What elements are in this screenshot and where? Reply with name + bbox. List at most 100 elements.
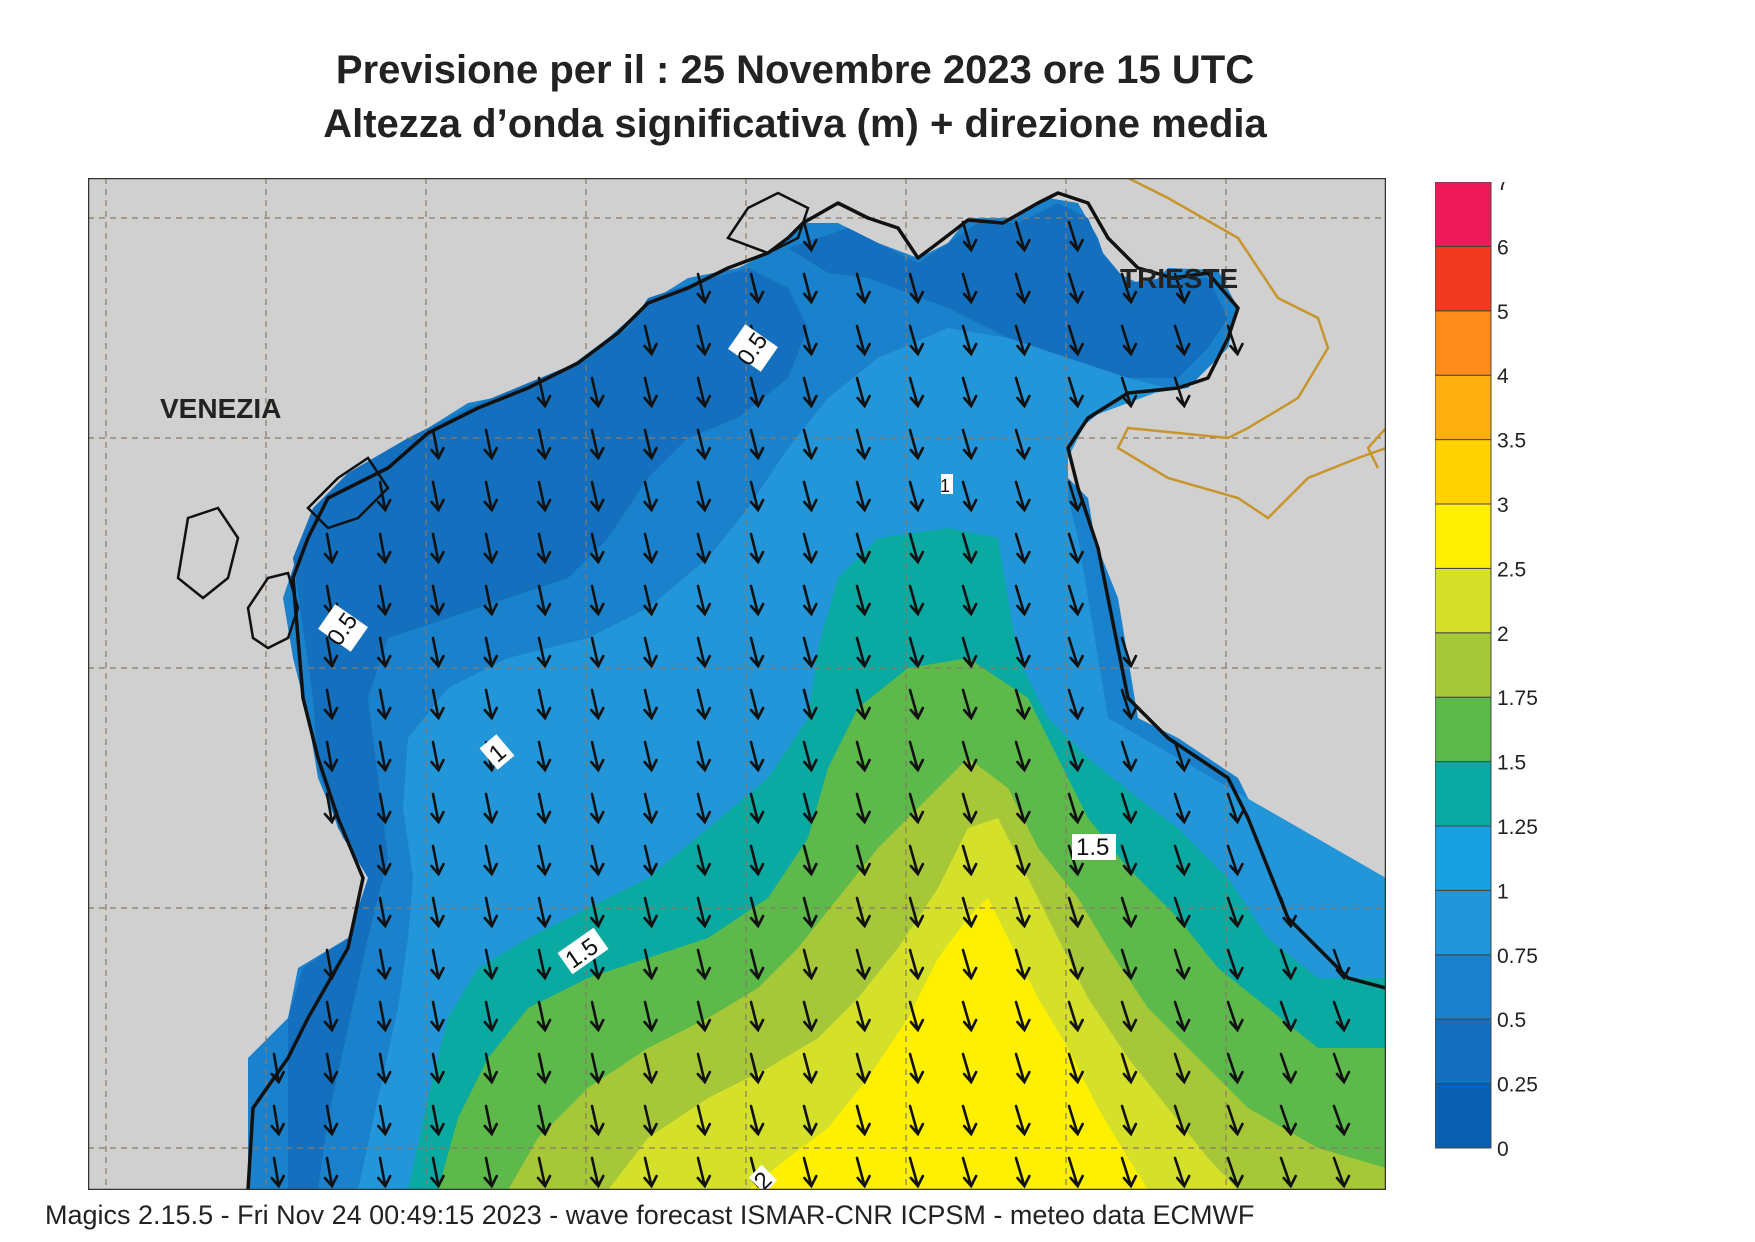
wave-arrow: [802, 428, 818, 461]
map-subtitle: Altezza d’onda significativa (m) + direz…: [323, 102, 1267, 146]
color-scale-legend: 0 0.25 0.5 0.75 1 1.25 1.5 1.75 2 2.5 3 3.5 4 5 6 7: [1435, 182, 1538, 1161]
wave-arrow: [855, 688, 871, 721]
wave-arrow: [1120, 1156, 1138, 1189]
legend-swatch: [1435, 696, 1492, 763]
wave-arrow: [536, 584, 552, 617]
wave-arrow: [589, 532, 605, 565]
legend-level-label: 1: [1497, 880, 1509, 903]
wave-arrow: [802, 272, 818, 305]
wave-arrow: [376, 688, 392, 721]
wave-arrow: [1014, 1000, 1031, 1033]
legend-swatch: [1435, 245, 1492, 312]
wave-arrow: [696, 1104, 712, 1137]
wave-arrow: [536, 896, 552, 929]
wave-arrow: [643, 896, 658, 929]
wave-arrow: [1067, 1052, 1084, 1085]
wave-arrow: [855, 1000, 871, 1033]
wave-arrow: [430, 844, 445, 877]
wave-arrow: [855, 532, 871, 565]
wave-arrow: [1067, 480, 1084, 513]
wave-arrow: [1173, 1156, 1191, 1189]
wave-arrow: [749, 636, 765, 669]
wave-arrow: [1014, 324, 1031, 357]
legend-level-label: 7: [1497, 182, 1509, 195]
wave-arrow: [1120, 948, 1138, 981]
wave-arrow: [802, 324, 818, 357]
wave-arrow: [961, 792, 978, 825]
wave-arrow: [323, 1156, 339, 1189]
wave-band-north: [788, 203, 1228, 378]
wave-arrow: [1067, 948, 1084, 981]
wave-arrow: [536, 948, 552, 981]
wave-band-0.25: [288, 268, 808, 1190]
wave-arrow: [908, 688, 925, 721]
wave-arrow: [802, 584, 818, 617]
wave-arrow: [1226, 896, 1244, 929]
wave-arrow: [483, 1156, 499, 1189]
wave-arrow: [643, 792, 658, 825]
national-border: [1116, 178, 1386, 520]
wave-arrow: [1014, 792, 1031, 825]
footer-credits: Magics 2.15.5 - Fri Nov 24 00:49:15 2023…: [45, 1200, 1255, 1230]
wave-arrow: [430, 948, 445, 981]
wave-arrow: [323, 636, 339, 669]
wave-arrow: [802, 792, 818, 825]
wave-arrow: [1120, 1104, 1138, 1137]
wave-arrow: [855, 740, 871, 773]
wave-arrow: [1173, 844, 1191, 877]
wave-arrow: [1067, 688, 1084, 721]
wave-arrow: [589, 844, 605, 877]
wave-arrow: [1173, 324, 1191, 357]
wave-arrow: [908, 844, 925, 877]
wave-arrow: [589, 1052, 605, 1085]
legend-level-label: 0.75: [1497, 945, 1538, 968]
wave-arrow: [376, 1052, 392, 1085]
wave-arrow: [536, 1156, 552, 1189]
wave-arrow: [696, 1000, 712, 1033]
coastline: [246, 191, 1386, 1190]
wave-arrow: [908, 740, 925, 773]
wave-arrow: [696, 428, 712, 461]
wave-arrow: [1120, 740, 1138, 773]
legend-level-label: 2: [1497, 623, 1509, 646]
wave-arrow: [589, 896, 605, 929]
wave-arrow: [643, 636, 658, 669]
wave-arrow: [643, 584, 658, 617]
wave-arrow: [536, 636, 552, 669]
legend-level-label: 4: [1497, 365, 1509, 388]
wave-arrow: [376, 636, 392, 669]
wave-arrow: [961, 428, 978, 461]
wave-arrow: [802, 948, 818, 981]
wave-arrow: [270, 1156, 285, 1189]
wave-arrow: [908, 636, 925, 669]
legend-level-label: 2.5: [1497, 558, 1526, 581]
wave-arrow: [749, 948, 765, 981]
wave-arrow: [643, 1052, 658, 1085]
wave-arrow: [961, 376, 978, 409]
wave-arrow: [961, 688, 978, 721]
wave-arrow: [1067, 220, 1084, 253]
wave-arrow: [643, 740, 658, 773]
legend-level-label: 5: [1497, 301, 1509, 324]
wave-arrow: [430, 896, 445, 929]
wave-arrow: [1067, 532, 1084, 565]
wave-arrow: [961, 948, 978, 981]
legend-swatch: [1435, 374, 1492, 441]
wave-arrow: [589, 376, 605, 409]
wave-arrow: [536, 376, 552, 409]
wave-arrow: [1014, 1104, 1031, 1137]
wave-arrow: [749, 480, 765, 513]
wave-arrow: [1226, 948, 1244, 981]
city-trieste: TRIESTE: [1120, 263, 1238, 294]
contour-label-1.5-east: 1.5: [1076, 834, 1109, 861]
legend-swatch: [1435, 1018, 1492, 1085]
legend-swatch: [1435, 889, 1492, 956]
wave-arrow: [483, 1052, 499, 1085]
wave-arrow: [1120, 1000, 1138, 1033]
wave-arrow: [696, 896, 712, 929]
wave-arrow: [589, 480, 605, 513]
wave-arrow: [1173, 948, 1191, 981]
wave-arrow: [643, 376, 658, 409]
wave-arrow: [643, 1104, 658, 1137]
map-title: Previsione per il : 25 Novembre 2023 ore…: [335, 48, 1255, 92]
